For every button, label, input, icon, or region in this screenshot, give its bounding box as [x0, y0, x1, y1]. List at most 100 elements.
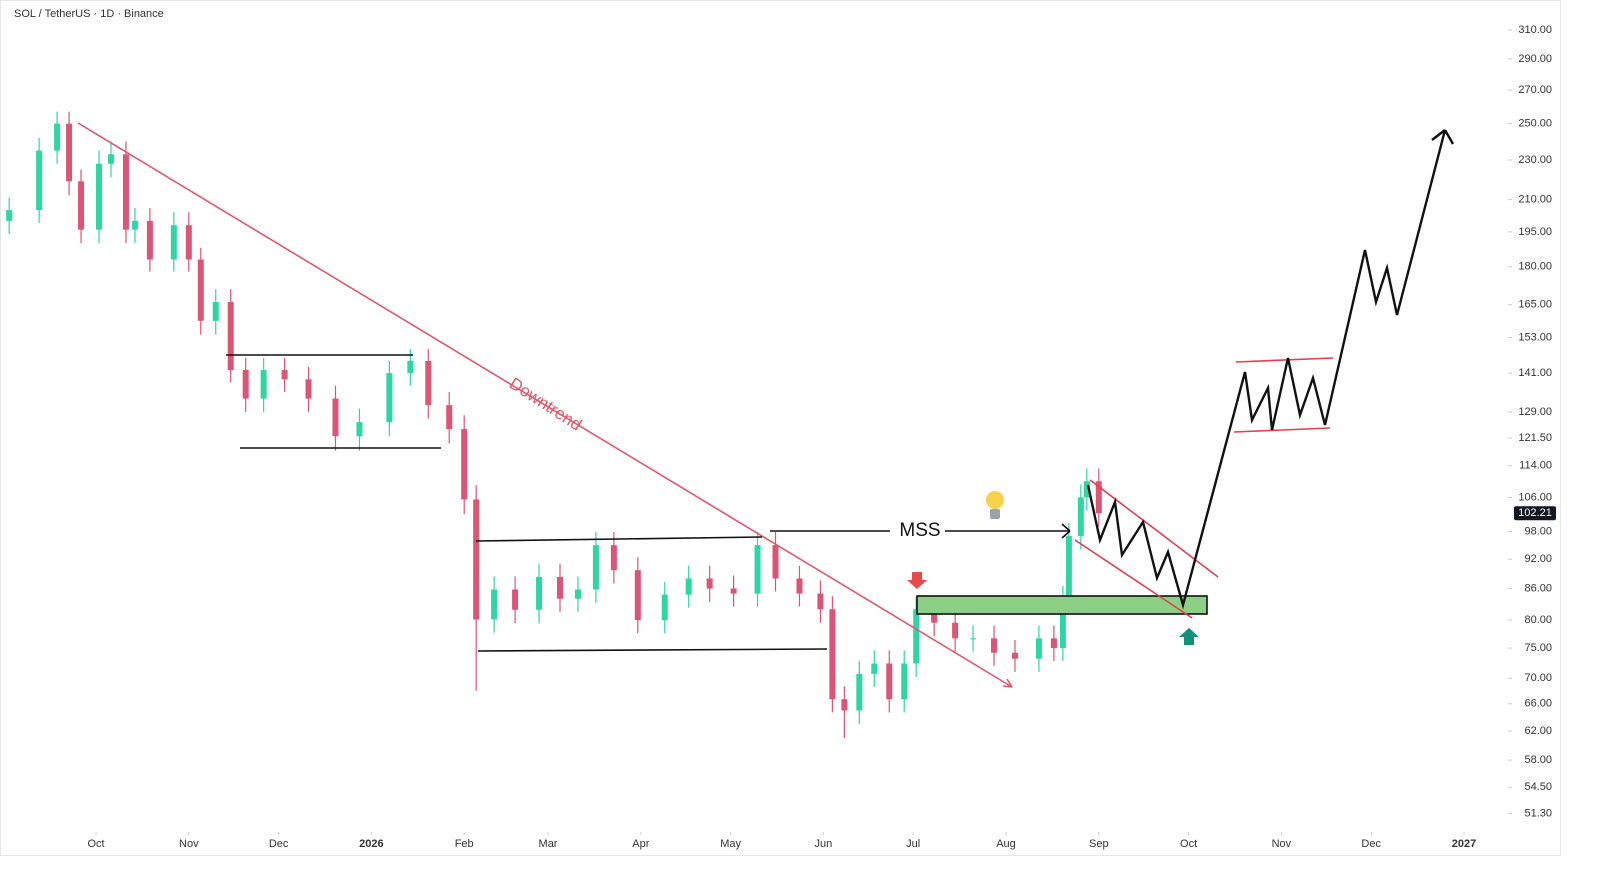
candle-body	[871, 663, 878, 674]
y-tick-label: 129.00	[1518, 406, 1552, 418]
y-tick-label: 250.00	[1518, 118, 1552, 130]
mss-label: MSS	[899, 520, 940, 541]
candle-body	[242, 370, 249, 399]
candle-body	[574, 589, 581, 599]
candle-body	[332, 398, 339, 437]
mss-arrowhead	[1061, 523, 1071, 539]
x-tick-label: Feb	[455, 838, 474, 850]
candle-body	[146, 220, 153, 260]
candle-body	[772, 545, 779, 579]
drawings	[77, 122, 1455, 688]
x-tick-label: Jul	[906, 838, 920, 850]
candle-body	[610, 545, 617, 571]
y-tick-label: 51.30	[1524, 807, 1552, 819]
candle-body	[685, 578, 692, 595]
y-tick-label: 66.00	[1524, 698, 1552, 710]
candle-body	[856, 673, 863, 711]
y-tick-label: 86.00	[1524, 582, 1552, 594]
x-tick-label: Dec	[1361, 838, 1381, 850]
candle-body	[197, 259, 204, 321]
chart-title: SOL / TetherUS · 1D · Binance	[14, 8, 164, 20]
channel-line	[1089, 479, 1219, 578]
last-price-box	[1514, 506, 1556, 521]
y-tick-label: 195.00	[1518, 226, 1552, 238]
candle-body	[536, 576, 543, 610]
candle-body	[122, 154, 129, 230]
demand-zone	[916, 595, 1208, 615]
candle-body	[931, 609, 938, 623]
candle-body	[1095, 481, 1102, 514]
downtrend-line	[77, 122, 1013, 688]
candle-body	[212, 302, 219, 321]
projection-path	[1086, 129, 1447, 610]
candle-body	[556, 576, 563, 599]
candle-body	[1077, 497, 1084, 537]
x-tick-label: Oct	[87, 838, 104, 850]
y-tick-label: 290.00	[1518, 53, 1552, 65]
candle-body	[1050, 638, 1057, 649]
x-tick-label: Sep	[1089, 838, 1109, 850]
candle-body	[913, 609, 920, 664]
candle-body	[796, 578, 803, 594]
candle-body	[356, 422, 363, 437]
x-tick-label: Jun	[815, 838, 833, 850]
candle-body	[281, 370, 288, 380]
y-tick-label: 106.00	[1518, 491, 1552, 503]
range-line	[475, 536, 763, 542]
candle-body	[170, 225, 177, 260]
x-tick-label: Oct	[1180, 838, 1197, 850]
candle-body	[952, 622, 959, 639]
x-tick-label: Aug	[996, 838, 1016, 850]
y-tick-label: 180.00	[1518, 261, 1552, 273]
candle-body	[1065, 536, 1072, 599]
y-tick-label: 153.00	[1518, 331, 1552, 343]
y-tick-label: 310.00	[1518, 24, 1552, 36]
x-tick-label: Dec	[269, 838, 289, 850]
candle-body	[706, 578, 713, 589]
y-tick-label: 54.50	[1524, 781, 1552, 793]
y-tick-label: 80.00	[1524, 614, 1552, 626]
x-tick-label: Mar	[539, 838, 558, 850]
y-tick-label: 114.00	[1519, 460, 1552, 472]
channel-line	[1235, 357, 1334, 363]
candle-body	[425, 360, 432, 406]
candle-body	[754, 545, 761, 594]
candle-body	[185, 225, 192, 260]
y-tick-label: 121.50	[1518, 432, 1552, 444]
range-line	[477, 648, 828, 652]
candle-body	[661, 594, 668, 620]
y-tick-label: 270.00	[1518, 84, 1552, 96]
downtrend-arrowhead	[1002, 678, 1013, 688]
x-tick-label: Nov	[179, 838, 199, 850]
y-tick-label: 210.00	[1518, 193, 1552, 205]
candle-body	[970, 638, 977, 640]
projection-arrowhead	[1431, 129, 1455, 145]
candle-body	[886, 663, 893, 700]
candle-body	[473, 499, 480, 620]
candle-body	[634, 570, 641, 620]
y-tick-label: 75.00	[1524, 642, 1552, 654]
candle-body	[1059, 598, 1066, 649]
candle-body	[407, 360, 414, 374]
down-arrow-icon	[907, 572, 927, 589]
candle-body	[386, 373, 393, 423]
channel-line	[1233, 427, 1331, 433]
candle-body	[107, 154, 114, 164]
x-tick-label: 2026	[359, 838, 383, 850]
candle-body	[6, 210, 13, 221]
candle-body	[260, 370, 267, 399]
candle-body	[131, 220, 138, 230]
candle-body	[991, 638, 998, 653]
candle-body	[592, 545, 599, 590]
candle-body	[446, 405, 453, 430]
candle-body	[1083, 481, 1090, 498]
x-tick-label: 2027	[1452, 838, 1476, 850]
candle-body	[730, 588, 737, 594]
candle-body	[512, 589, 519, 610]
candle-body	[78, 181, 85, 230]
candle-body	[1011, 652, 1018, 659]
x-tick-label: Nov	[1272, 838, 1292, 850]
candle-body	[461, 429, 468, 500]
